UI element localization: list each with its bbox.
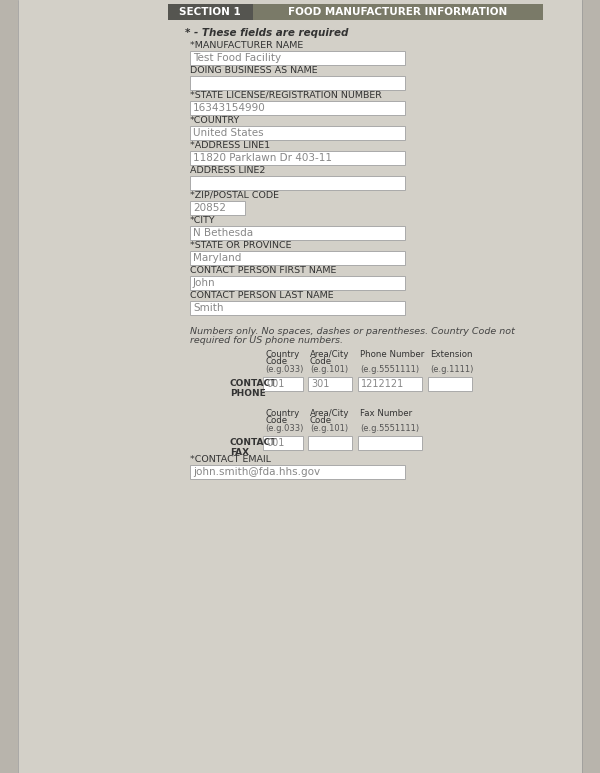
Text: Smith: Smith (193, 303, 223, 313)
Text: Code: Code (310, 416, 332, 425)
Text: Numbers only. No spaces, dashes or parentheses. Country Code not: Numbers only. No spaces, dashes or paren… (190, 327, 515, 336)
Text: (e.g.033): (e.g.033) (265, 424, 304, 433)
Text: SECTION 1: SECTION 1 (179, 7, 241, 17)
Text: (e.g.1111): (e.g.1111) (430, 365, 473, 374)
FancyBboxPatch shape (190, 101, 405, 115)
Text: Code: Code (310, 357, 332, 366)
Text: *STATE OR PROVINCE: *STATE OR PROVINCE (190, 241, 292, 250)
FancyBboxPatch shape (190, 176, 405, 190)
Text: (e.g.5551111): (e.g.5551111) (360, 365, 419, 374)
Text: 16343154990: 16343154990 (193, 103, 266, 113)
Text: CONTACT
FAX: CONTACT FAX (230, 438, 277, 458)
Text: required for US phone numbers.: required for US phone numbers. (190, 336, 343, 345)
Text: 001: 001 (266, 379, 284, 389)
FancyBboxPatch shape (190, 151, 405, 165)
Text: United States: United States (193, 128, 263, 138)
FancyBboxPatch shape (358, 377, 422, 391)
Text: Extension: Extension (430, 350, 473, 359)
Text: (e.g.101): (e.g.101) (310, 365, 348, 374)
Text: Code: Code (265, 357, 287, 366)
FancyBboxPatch shape (263, 436, 303, 450)
FancyBboxPatch shape (582, 0, 600, 773)
Text: Code: Code (265, 416, 287, 425)
Text: *CITY: *CITY (190, 216, 215, 225)
Text: Area/City: Area/City (310, 350, 349, 359)
Text: *ZIP/POSTAL CODE: *ZIP/POSTAL CODE (190, 191, 279, 200)
Text: CONTACT PERSON LAST NAME: CONTACT PERSON LAST NAME (190, 291, 334, 300)
Text: (e.g.033): (e.g.033) (265, 365, 304, 374)
FancyBboxPatch shape (190, 251, 405, 265)
FancyBboxPatch shape (190, 51, 405, 65)
FancyBboxPatch shape (190, 126, 405, 140)
FancyBboxPatch shape (190, 465, 405, 479)
FancyBboxPatch shape (428, 377, 472, 391)
FancyBboxPatch shape (358, 436, 422, 450)
Text: CONTACT PERSON FIRST NAME: CONTACT PERSON FIRST NAME (190, 266, 337, 275)
FancyBboxPatch shape (168, 4, 253, 20)
Text: *STATE LICENSE/REGISTRATION NUMBER: *STATE LICENSE/REGISTRATION NUMBER (190, 91, 382, 100)
Text: *CONTACT EMAIL: *CONTACT EMAIL (190, 455, 271, 464)
Text: CONTACT
PHONE: CONTACT PHONE (230, 379, 277, 398)
Text: 11820 Parklawn Dr 403-11: 11820 Parklawn Dr 403-11 (193, 153, 332, 163)
Text: DOING BUSINESS AS NAME: DOING BUSINESS AS NAME (190, 66, 317, 75)
Text: John: John (193, 278, 215, 288)
FancyBboxPatch shape (190, 201, 245, 215)
Text: 001: 001 (266, 438, 284, 448)
FancyBboxPatch shape (253, 4, 543, 20)
Text: N Bethesda: N Bethesda (193, 228, 253, 238)
Text: Phone Number: Phone Number (360, 350, 424, 359)
Text: * - These fields are required: * - These fields are required (185, 28, 349, 38)
Text: (e.g.5551111): (e.g.5551111) (360, 424, 419, 433)
Text: *COUNTRY: *COUNTRY (190, 116, 240, 125)
Text: 1212121: 1212121 (361, 379, 404, 389)
Text: *MANUFACTURER NAME: *MANUFACTURER NAME (190, 41, 303, 50)
Text: Test Food Facility: Test Food Facility (193, 53, 281, 63)
FancyBboxPatch shape (190, 226, 405, 240)
FancyBboxPatch shape (308, 377, 352, 391)
FancyBboxPatch shape (190, 276, 405, 290)
Text: Country: Country (265, 350, 299, 359)
Text: ADDRESS LINE2: ADDRESS LINE2 (190, 166, 265, 175)
Text: Maryland: Maryland (193, 253, 241, 263)
FancyBboxPatch shape (308, 436, 352, 450)
Text: FOOD MANUFACTURER INFORMATION: FOOD MANUFACTURER INFORMATION (289, 7, 508, 17)
FancyBboxPatch shape (263, 377, 303, 391)
Text: (e.g.101): (e.g.101) (310, 424, 348, 433)
Text: Country: Country (265, 409, 299, 418)
Text: 20852: 20852 (193, 203, 226, 213)
Text: Fax Number: Fax Number (360, 409, 412, 418)
Text: *ADDRESS LINE1: *ADDRESS LINE1 (190, 141, 270, 150)
FancyBboxPatch shape (190, 76, 405, 90)
FancyBboxPatch shape (190, 301, 405, 315)
Text: 301: 301 (311, 379, 329, 389)
Text: Area/City: Area/City (310, 409, 349, 418)
Text: john.smith@fda.hhs.gov: john.smith@fda.hhs.gov (193, 467, 320, 477)
FancyBboxPatch shape (0, 0, 18, 773)
